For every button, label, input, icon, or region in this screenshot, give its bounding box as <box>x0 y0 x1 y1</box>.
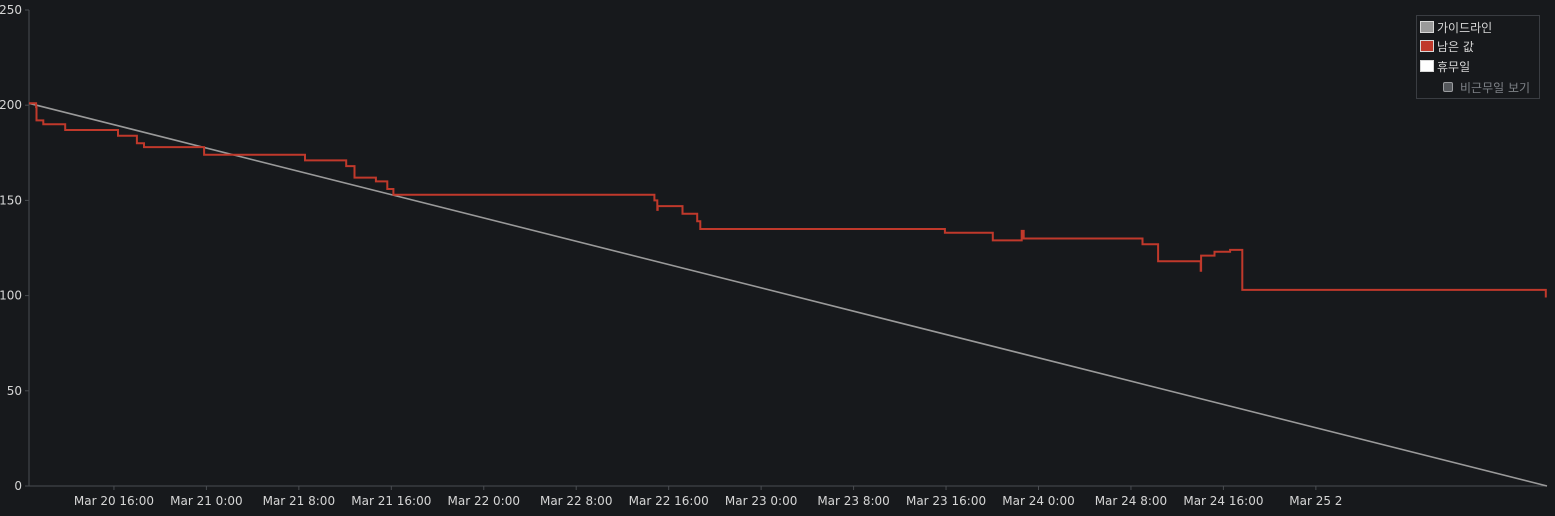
x-tick-label: Mar 22 16:00 <box>629 494 709 508</box>
x-tick-label: Mar 24 0:00 <box>1002 494 1075 508</box>
show-non-working-days-toggle[interactable]: 비근무일 보기 <box>1443 79 1530 95</box>
legend-label-holiday: 휴무일 <box>1437 59 1471 74</box>
legend-item-guideline[interactable]: 가이드라인 <box>1420 19 1492 35</box>
chart-axes <box>28 10 1547 487</box>
x-axis-ticks: Mar 20 16:00 Mar 21 0:00 Mar 21 8:00 Mar 21… <box>74 486 1342 508</box>
chart-legend: 가이드라인 남은 값 휴무일 비근무일 보기 <box>1416 15 1540 99</box>
legend-swatch-remaining <box>1420 40 1434 52</box>
legend-label-remaining: 남은 값 <box>1437 39 1474 54</box>
x-tick-label: Mar 25 2 <box>1289 494 1342 508</box>
y-axis-ticks: 0 50 100 150 200 250 <box>0 3 29 493</box>
legend-item-holiday[interactable]: 휴무일 <box>1420 58 1470 74</box>
legend-swatch-guideline <box>1420 21 1434 33</box>
x-tick-label: Mar 21 16:00 <box>351 494 431 508</box>
series-line-guideline <box>28 102 1548 487</box>
series-line-remaining <box>29 102 1547 298</box>
x-tick-label: Mar 20 16:00 <box>74 494 154 508</box>
legend-item-remaining[interactable]: 남은 값 <box>1420 38 1474 54</box>
y-tick-label: 150 <box>0 193 22 207</box>
x-tick-label: Mar 23 16:00 <box>906 494 986 508</box>
x-tick-label: Mar 22 8:00 <box>540 494 613 508</box>
y-tick-label: 250 <box>0 3 22 17</box>
y-tick-label: 200 <box>0 98 22 112</box>
show-non-working-days-label: 비근무일 보기 <box>1460 80 1531 95</box>
x-tick-label: Mar 23 0:00 <box>725 494 798 508</box>
x-tick-label: Mar 24 16:00 <box>1183 494 1263 508</box>
x-tick-label: Mar 22 0:00 <box>448 494 521 508</box>
y-tick-label: 0 <box>14 479 22 493</box>
y-tick-label: 50 <box>7 384 22 398</box>
x-tick-label: Mar 21 8:00 <box>263 494 336 508</box>
legend-label-guideline: 가이드라인 <box>1437 20 1493 35</box>
series-layer <box>28 102 1548 487</box>
x-tick-label: Mar 21 0:00 <box>170 494 243 508</box>
y-tick-label: 100 <box>0 289 22 303</box>
x-tick-label: Mar 24 8:00 <box>1095 494 1168 508</box>
show-non-working-days-checkbox[interactable] <box>1443 82 1453 92</box>
x-tick-label: Mar 23 8:00 <box>817 494 890 508</box>
legend-swatch-holiday <box>1420 60 1434 72</box>
